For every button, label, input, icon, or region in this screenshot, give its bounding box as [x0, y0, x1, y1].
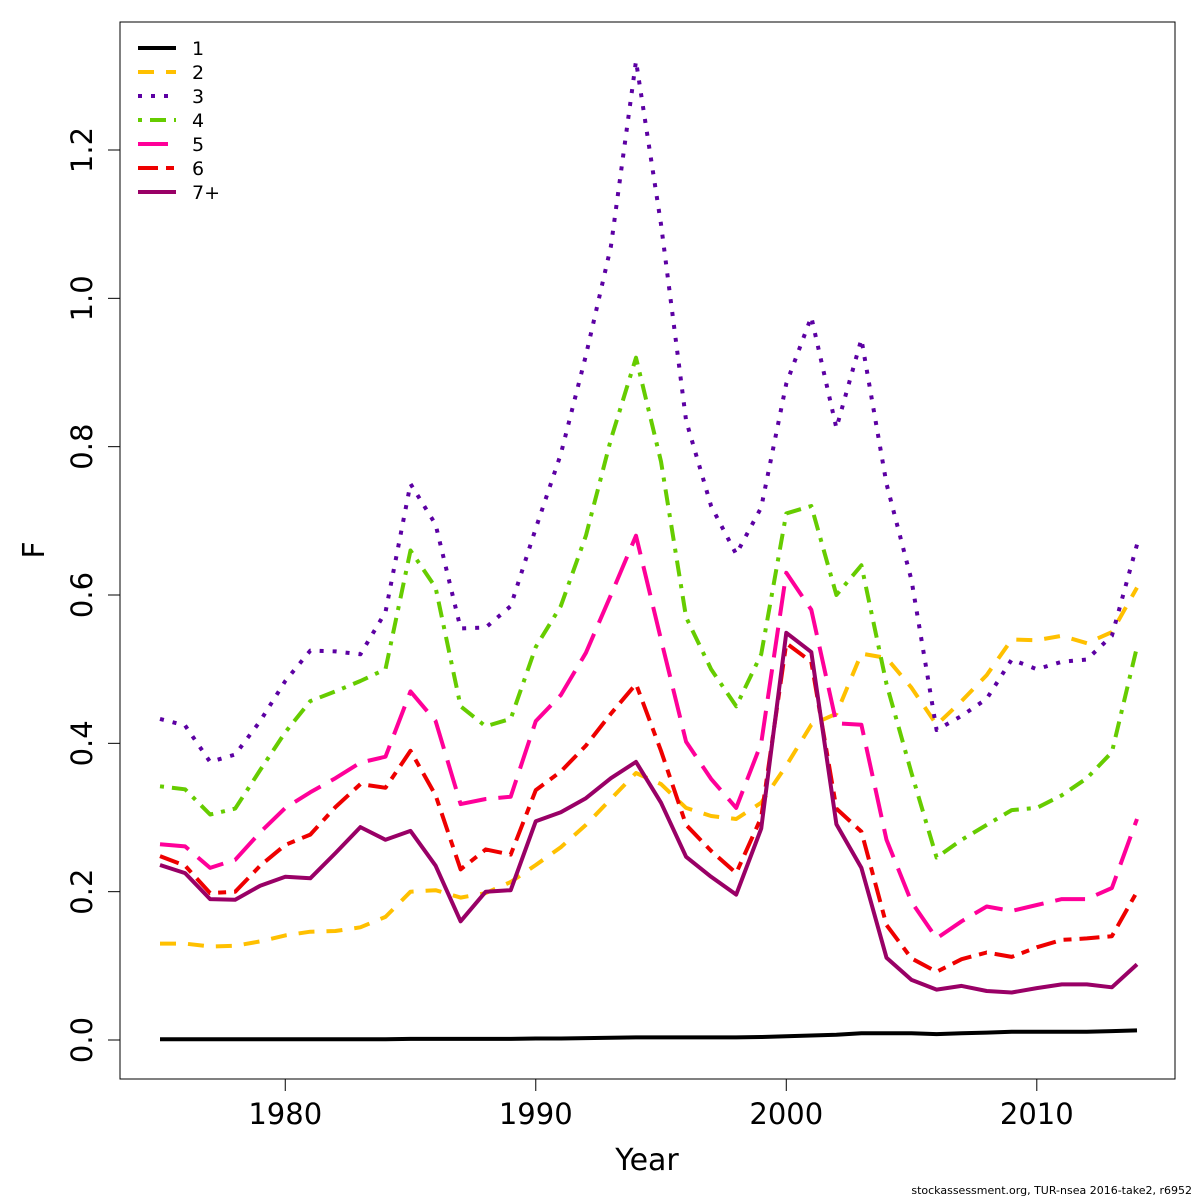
x-tick-label: 1990: [499, 1097, 573, 1131]
x-axis: 1980 1990 2000 2010: [248, 1078, 1074, 1131]
legend-label: 2: [192, 62, 204, 84]
legend-label: 7+: [192, 182, 220, 204]
y-tick-label: 0.4: [65, 720, 99, 766]
y-axis: 0.0 0.2 0.4 0.6 0.8 1.0 1.2: [65, 127, 121, 1063]
footer-credit: stockassessment.org, TUR-nsea 2016-take2…: [911, 1184, 1192, 1197]
legend-label: 3: [192, 86, 204, 108]
x-tick-label: 2010: [1000, 1097, 1074, 1131]
series-line-3: [159, 59, 1139, 764]
series-line-7plus: [159, 630, 1139, 995]
series-line-6: [159, 641, 1139, 974]
y-tick-label: 0.2: [65, 869, 99, 915]
series-line-2: [160, 586, 1139, 949]
y-tick-label: 0.6: [65, 572, 99, 618]
legend-label: 1: [192, 38, 204, 60]
legend-label: 5: [192, 134, 204, 156]
series-lines: [159, 59, 1139, 1042]
x-axis-title: Year: [614, 1143, 679, 1178]
legend-label: 6: [192, 158, 204, 180]
legend-label: 4: [192, 110, 204, 132]
y-tick-label: 1.2: [65, 127, 99, 173]
y-tick-label: 1.0: [65, 275, 99, 321]
plot-frame: [119, 21, 1176, 1080]
series-line-5: [159, 533, 1139, 941]
y-tick-label: 0.0: [65, 1017, 99, 1063]
x-tick-label: 1980: [248, 1097, 322, 1131]
x-tick-label: 2000: [749, 1097, 823, 1131]
series-line-1: [160, 1028, 1138, 1042]
series-line-4: [159, 355, 1139, 860]
y-axis-title: F: [17, 541, 52, 558]
y-tick-label: 0.8: [65, 424, 99, 470]
